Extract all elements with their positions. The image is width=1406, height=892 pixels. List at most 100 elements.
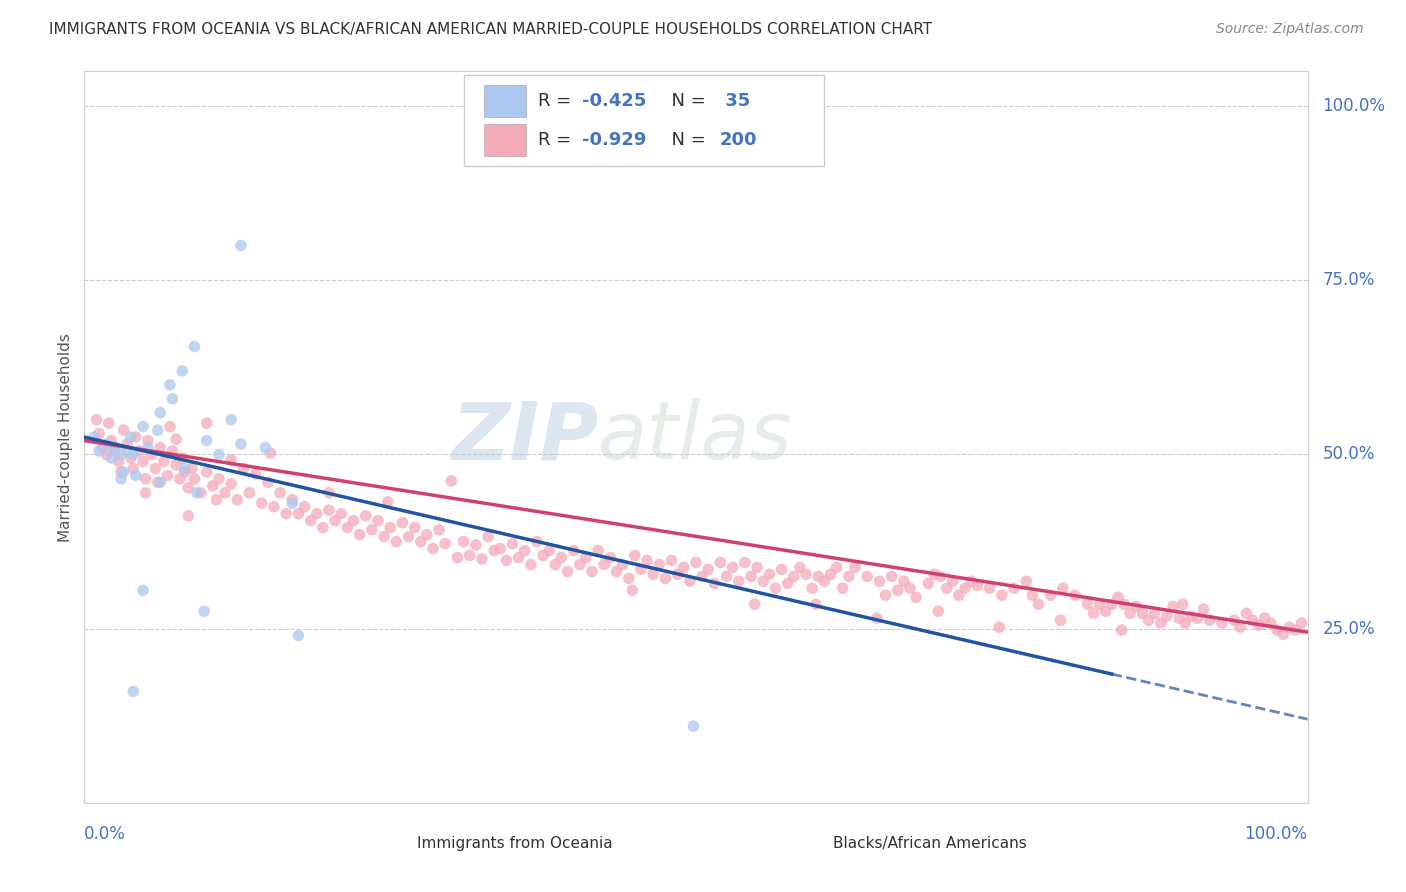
Point [758, 567, 780, 582]
Point [87, 444, 110, 458]
Point [336, 521, 359, 535]
Point [697, 562, 720, 576]
Point [544, 558, 567, 572]
Text: R =: R = [538, 93, 578, 111]
Point [229, 437, 252, 451]
Point [1088, 597, 1111, 611]
Point [953, 581, 976, 595]
Point [125, 468, 148, 483]
Point [1247, 618, 1270, 632]
Point [1052, 581, 1074, 595]
Point [489, 541, 512, 556]
Point [935, 581, 957, 595]
Point [905, 591, 928, 605]
Point [183, 472, 205, 486]
Point [377, 495, 399, 509]
Point [245, 467, 267, 481]
Point [132, 583, 155, 598]
Point [367, 514, 389, 528]
Point [219, 412, 242, 426]
Point [643, 567, 665, 582]
Text: 100.0%: 100.0% [1322, 97, 1385, 115]
Point [831, 581, 853, 595]
Point [263, 500, 285, 514]
Point [257, 475, 280, 490]
Point [181, 461, 204, 475]
Point [122, 448, 145, 462]
Text: IMMIGRANTS FROM OCEANIA VS BLACK/AFRICAN AMERICAN MARRIED-COUPLE HOUSEHOLDS CORR: IMMIGRANTS FROM OCEANIA VS BLACK/AFRICAN… [49, 22, 932, 37]
Point [149, 475, 172, 490]
Point [120, 450, 142, 465]
Text: 0.0%: 0.0% [84, 825, 127, 843]
Point [685, 556, 707, 570]
Text: 75.0%: 75.0% [1322, 271, 1375, 289]
Point [740, 569, 762, 583]
Point [201, 479, 224, 493]
Point [690, 569, 713, 583]
Point [195, 416, 218, 430]
Text: ZIP: ZIP [451, 398, 598, 476]
Point [477, 530, 499, 544]
Point [146, 423, 169, 437]
Point [195, 434, 218, 448]
Point [153, 454, 176, 468]
Point [409, 534, 432, 549]
Point [269, 485, 291, 500]
Point [219, 453, 242, 467]
Point [208, 472, 231, 486]
Point [1260, 616, 1282, 631]
Point [112, 465, 135, 479]
Point [502, 536, 524, 550]
Point [146, 475, 169, 490]
Point [136, 441, 159, 455]
Point [458, 549, 481, 563]
Point [621, 583, 644, 598]
Point [1241, 613, 1264, 627]
Point [586, 543, 609, 558]
Point [205, 492, 228, 507]
Point [1272, 627, 1295, 641]
Point [100, 450, 122, 465]
Point [141, 448, 163, 462]
Point [960, 574, 983, 589]
Point [173, 465, 195, 479]
Point [1083, 607, 1105, 621]
Point [804, 597, 827, 611]
Point [287, 629, 309, 643]
Point [173, 461, 195, 475]
Point [966, 578, 988, 592]
Point [318, 485, 340, 500]
Point [801, 581, 824, 595]
Point [354, 508, 377, 523]
Text: Source: ZipAtlas.com: Source: ZipAtlas.com [1216, 22, 1364, 37]
Text: 200: 200 [720, 131, 756, 149]
Point [104, 444, 127, 458]
Point [172, 364, 194, 378]
Point [1028, 597, 1050, 611]
Y-axis label: Married-couple Households: Married-couple Households [58, 333, 73, 541]
Point [1101, 597, 1123, 611]
Point [349, 527, 371, 541]
Point [250, 496, 273, 510]
Point [1156, 609, 1178, 624]
Point [1211, 616, 1233, 631]
Point [557, 565, 579, 579]
Point [193, 604, 215, 618]
Point [991, 588, 1014, 602]
Point [794, 567, 817, 582]
Point [159, 419, 181, 434]
Point [988, 620, 1011, 634]
Point [924, 567, 946, 582]
Point [789, 560, 811, 574]
Point [1107, 591, 1129, 605]
Point [294, 500, 316, 514]
Point [869, 574, 891, 589]
Point [1125, 599, 1147, 614]
Point [219, 476, 242, 491]
Point [96, 448, 118, 462]
Point [135, 472, 157, 486]
Point [1291, 616, 1313, 631]
Point [186, 485, 208, 500]
Point [948, 588, 970, 602]
Text: N =: N = [661, 93, 706, 111]
